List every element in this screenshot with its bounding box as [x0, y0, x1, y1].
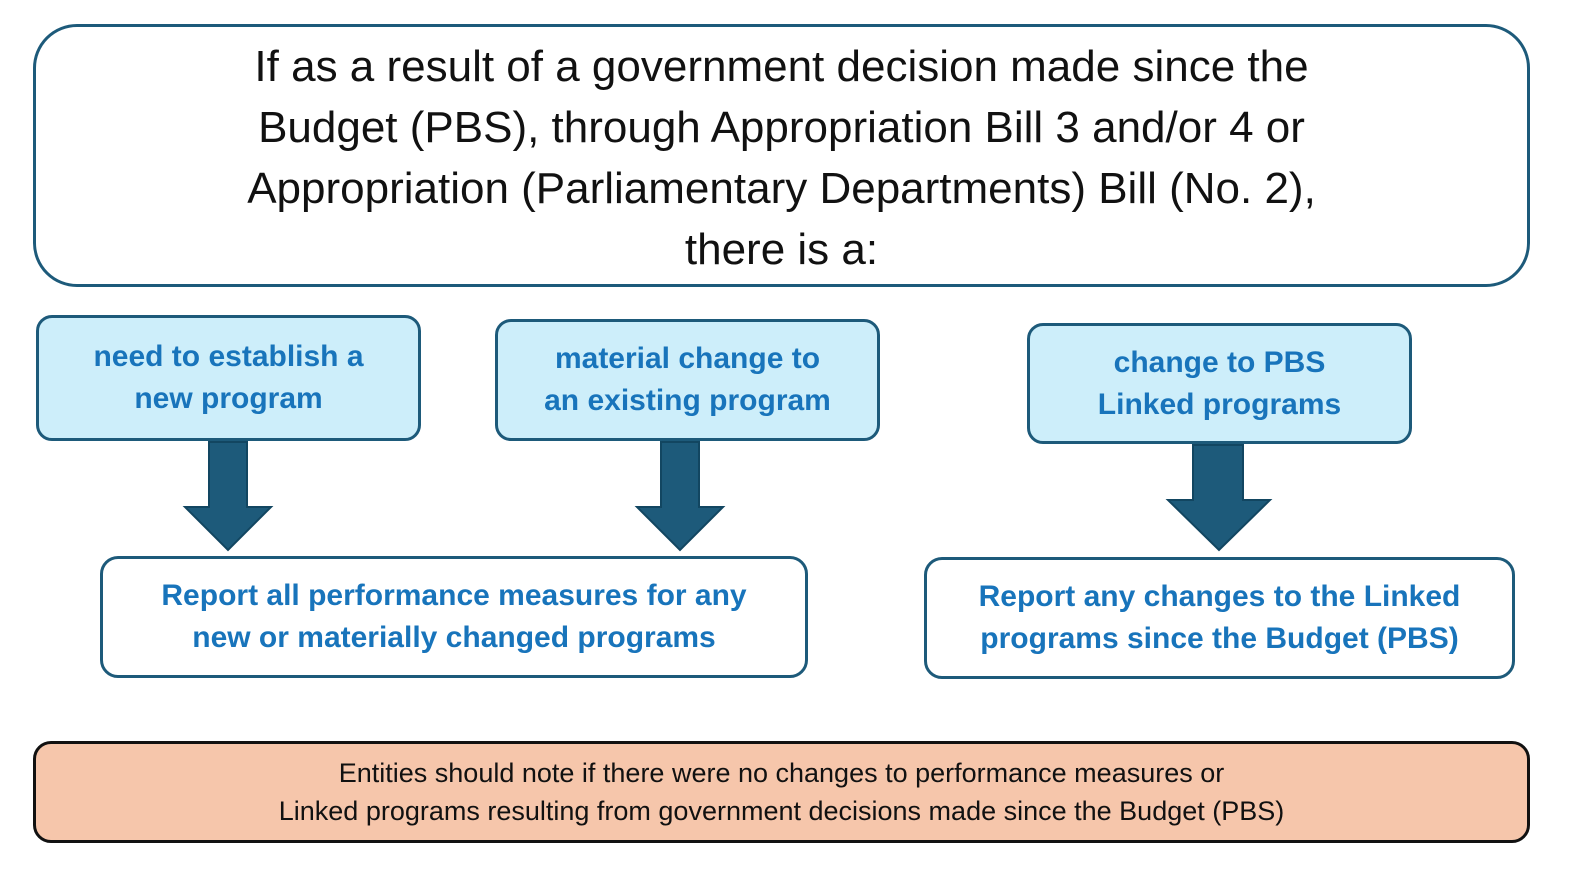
down-arrow-icon [634, 441, 726, 552]
condition-line: Linked programs [1097, 387, 1342, 421]
condition-line: new program [134, 382, 323, 415]
condition-line: material change to [554, 342, 821, 375]
condition-line: an existing program [544, 384, 831, 417]
report-linked-changes: Report any changes to the Linked program… [924, 557, 1515, 679]
condition-linked-programs: change to PBS Linked programs [1027, 323, 1412, 444]
report-performance-measures: Report all performance measures for any … [100, 556, 808, 678]
condition-line: need to establish a [93, 340, 364, 373]
question-line-4: there is a: [684, 224, 879, 274]
report-line: Report all performance measures for any [161, 579, 747, 612]
note-line-2: Linked programs resulting from governmen… [278, 796, 1285, 826]
report-line: Report any changes to the Linked [978, 580, 1461, 613]
report-line: programs since the Budget (PBS) [980, 622, 1459, 655]
condition-material-change: material change to an existing program [495, 319, 880, 441]
down-arrow-icon [1165, 444, 1273, 552]
condition-line: change to PBS [1113, 345, 1326, 379]
decision-question-box: If as a result of a government decision … [33, 24, 1530, 287]
question-line-1: If as a result of a government decision … [254, 41, 1309, 91]
question-line-3: Appropriation (Parliamentary Departments… [247, 163, 1316, 213]
report-line: new or materially changed programs [192, 621, 716, 654]
entities-note-box: Entities should note if there were no ch… [33, 741, 1530, 843]
note-line-1: Entities should note if there were no ch… [338, 758, 1225, 788]
down-arrow-icon [182, 441, 274, 552]
question-line-2: Budget (PBS), through Appropriation Bill… [258, 102, 1305, 152]
condition-new-program: need to establish a new program [36, 315, 421, 441]
